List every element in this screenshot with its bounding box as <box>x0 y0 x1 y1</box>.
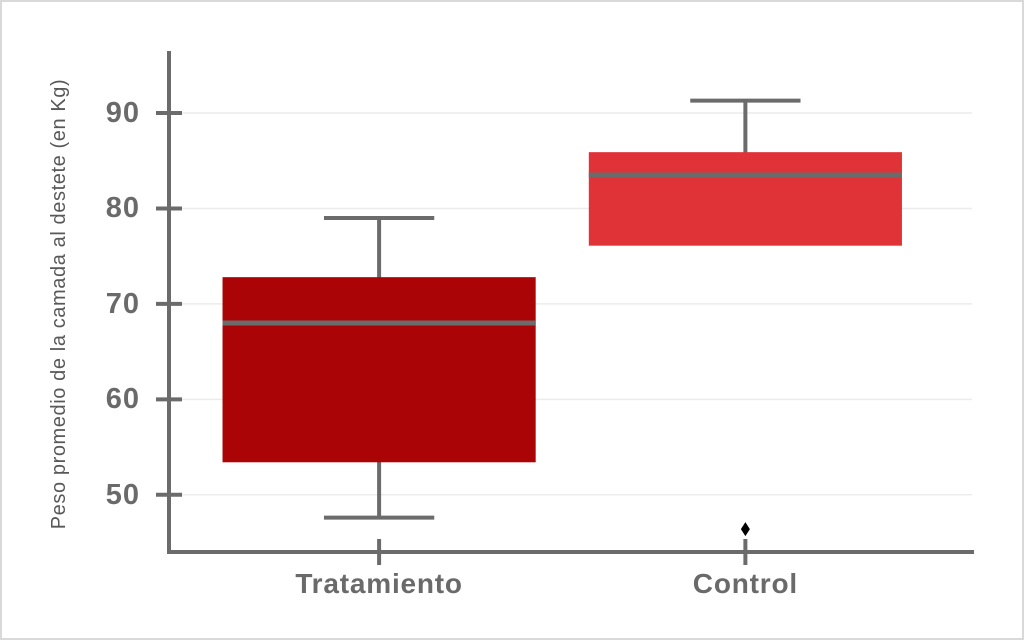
y-tick-label: 80 <box>105 192 140 225</box>
box-tratamiento <box>222 277 536 463</box>
y-tick-label: 90 <box>105 97 140 130</box>
x-category-label-tratamiento: Tratamiento <box>295 568 463 599</box>
x-category-label-control: Control <box>692 568 798 599</box>
y-tick-label: 70 <box>105 287 140 320</box>
y-tick-label: 60 <box>105 383 140 416</box>
outlier-marker <box>740 522 750 537</box>
box-control <box>588 152 902 246</box>
y-tick-label: 50 <box>105 478 140 511</box>
